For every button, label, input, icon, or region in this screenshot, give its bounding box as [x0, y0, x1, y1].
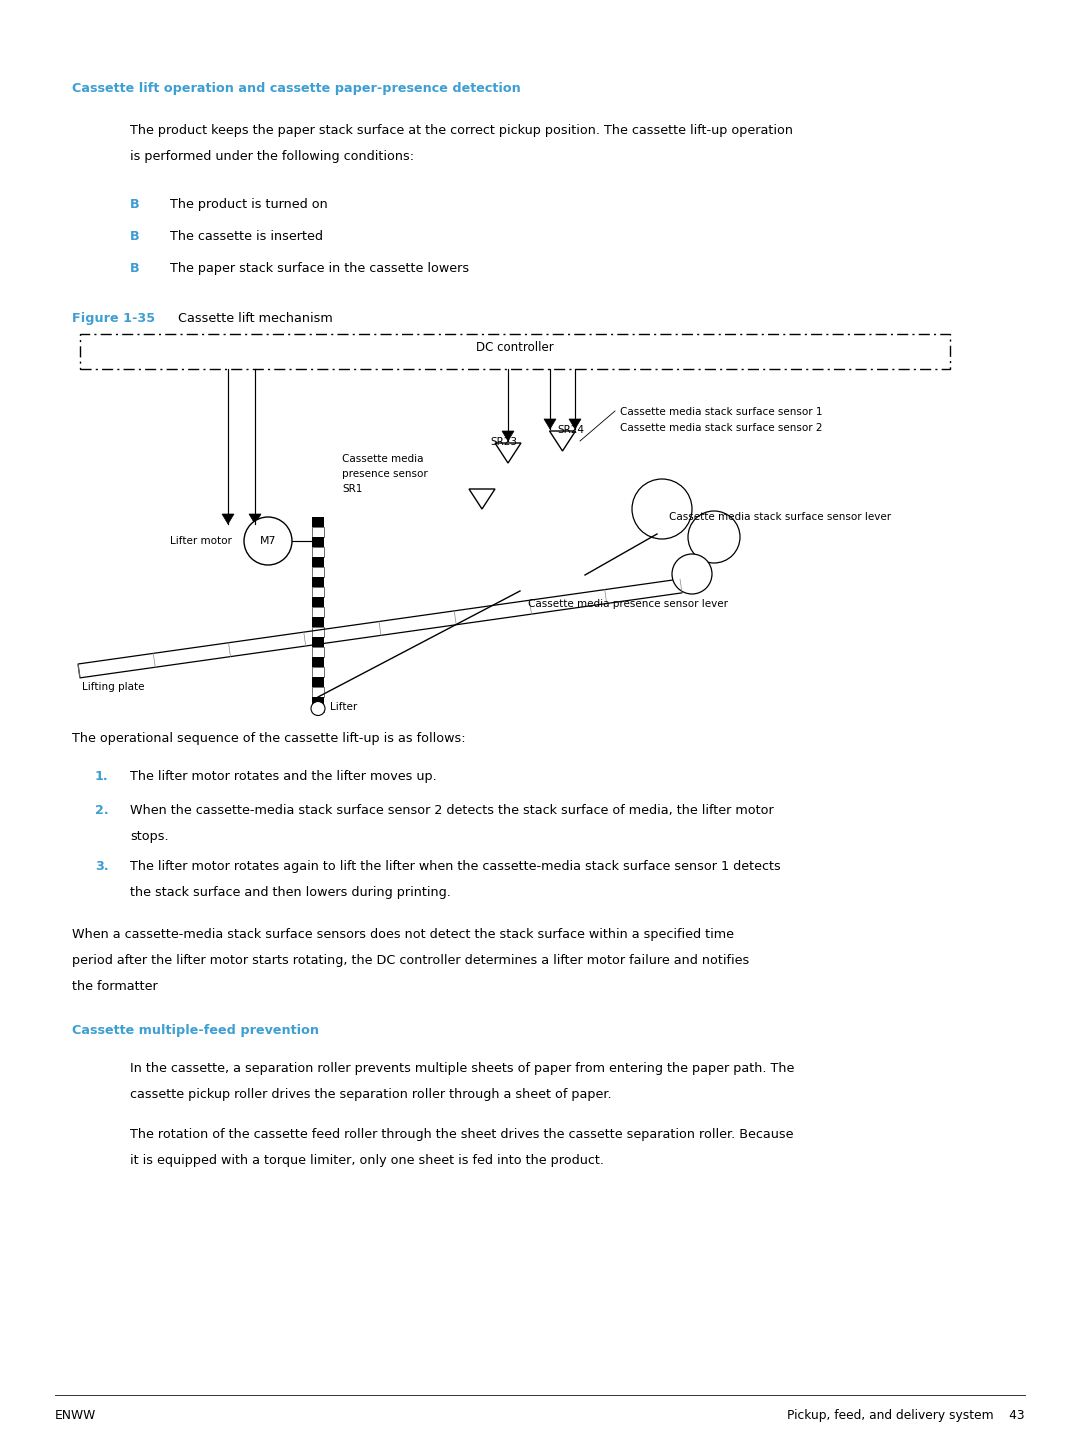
Text: Cassette media stack surface sensor 2: Cassette media stack surface sensor 2 [620, 422, 823, 433]
Text: Lifting plate: Lifting plate [82, 683, 145, 693]
Bar [312, 637, 324, 647]
Text: Figure 1-35: Figure 1-35 [72, 312, 156, 325]
Text: period after the lifter motor starts rotating, the DC controller determines a li: period after the lifter motor starts rot… [72, 954, 750, 967]
Bar [312, 657, 324, 667]
Bar [312, 627, 324, 637]
Bar [312, 547, 324, 558]
Text: 1.: 1. [95, 770, 109, 783]
Polygon shape [222, 514, 234, 525]
Bar [312, 707, 324, 711]
Bar [312, 517, 324, 527]
Text: Pickup, feed, and delivery system    43: Pickup, feed, and delivery system 43 [787, 1410, 1025, 1423]
Text: The product keeps the paper stack surface at the correct pickup position. The ca: The product keeps the paper stack surfac… [130, 124, 793, 137]
Bar [312, 606, 324, 616]
Bar [312, 647, 324, 657]
Text: The paper stack surface in the cassette lowers: The paper stack surface in the cassette … [170, 262, 469, 274]
Bar [312, 586, 324, 596]
Text: B: B [130, 198, 139, 211]
Circle shape [632, 479, 692, 539]
Text: SR23: SR23 [490, 437, 517, 447]
Text: M7: M7 [260, 536, 276, 546]
Text: stops.: stops. [130, 831, 168, 844]
Bar [312, 677, 324, 687]
Bar [312, 537, 324, 547]
Text: Cassette media: Cassette media [342, 454, 423, 464]
Text: cassette pickup roller drives the separation roller through a sheet of paper.: cassette pickup roller drives the separa… [130, 1088, 611, 1101]
Text: B: B [130, 230, 139, 243]
Text: The lifter motor rotates and the lifter moves up.: The lifter motor rotates and the lifter … [130, 770, 436, 783]
Bar [312, 667, 324, 677]
Text: DC controller: DC controller [476, 341, 554, 354]
Circle shape [311, 701, 325, 716]
Text: it is equipped with a torque limiter, only one sheet is fed into the product.: it is equipped with a torque limiter, on… [130, 1154, 604, 1167]
Bar [312, 697, 324, 707]
Text: Lifter: Lifter [330, 703, 357, 711]
Text: is performed under the following conditions:: is performed under the following conditi… [130, 149, 414, 162]
Text: ENWW: ENWW [55, 1410, 96, 1423]
Text: In the cassette, a separation roller prevents multiple sheets of paper from ente: In the cassette, a separation roller pre… [130, 1062, 795, 1075]
Text: 2.: 2. [95, 803, 109, 818]
Bar [80, 333, 950, 369]
Text: When the cassette-media stack surface sensor 2 detects the stack surface of medi: When the cassette-media stack surface se… [130, 803, 773, 818]
Text: Cassette lift operation and cassette paper-presence detection: Cassette lift operation and cassette pap… [72, 82, 521, 95]
Text: the formatter: the formatter [72, 980, 158, 993]
Bar [312, 527, 324, 537]
Text: When a cassette-media stack surface sensors does not detect the stack surface wi: When a cassette-media stack surface sens… [72, 928, 734, 941]
Circle shape [688, 512, 740, 563]
Text: presence sensor: presence sensor [342, 468, 428, 479]
Bar [312, 616, 324, 627]
Polygon shape [544, 420, 556, 430]
Text: Cassette media presence sensor lever: Cassette media presence sensor lever [528, 599, 728, 609]
Text: B: B [130, 262, 139, 274]
Text: SR1: SR1 [342, 484, 363, 494]
Circle shape [672, 555, 712, 593]
Text: Lifter motor: Lifter motor [170, 536, 232, 546]
Bar [312, 596, 324, 606]
Text: Cassette media stack surface sensor 1: Cassette media stack surface sensor 1 [620, 407, 823, 417]
Text: The operational sequence of the cassette lift-up is as follows:: The operational sequence of the cassette… [72, 731, 465, 744]
Text: The rotation of the cassette feed roller through the sheet drives the cassette s: The rotation of the cassette feed roller… [130, 1128, 794, 1141]
Circle shape [244, 517, 292, 565]
Text: The product is turned on: The product is turned on [170, 198, 327, 211]
Polygon shape [249, 514, 261, 525]
Text: SR24: SR24 [557, 425, 584, 435]
Text: Cassette lift mechanism: Cassette lift mechanism [178, 312, 333, 325]
Bar [312, 578, 324, 586]
Bar [312, 558, 324, 568]
Text: Cassette media stack surface sensor lever: Cassette media stack surface sensor leve… [669, 512, 891, 522]
Text: 3.: 3. [95, 859, 109, 874]
Text: Cassette multiple-feed prevention: Cassette multiple-feed prevention [72, 1025, 319, 1038]
Text: The cassette is inserted: The cassette is inserted [170, 230, 323, 243]
Polygon shape [502, 431, 514, 441]
Text: the stack surface and then lowers during printing.: the stack surface and then lowers during… [130, 887, 450, 900]
Bar [312, 687, 324, 697]
Bar [312, 568, 324, 578]
Polygon shape [569, 420, 581, 430]
Text: The lifter motor rotates again to lift the lifter when the cassette-media stack : The lifter motor rotates again to lift t… [130, 859, 781, 874]
